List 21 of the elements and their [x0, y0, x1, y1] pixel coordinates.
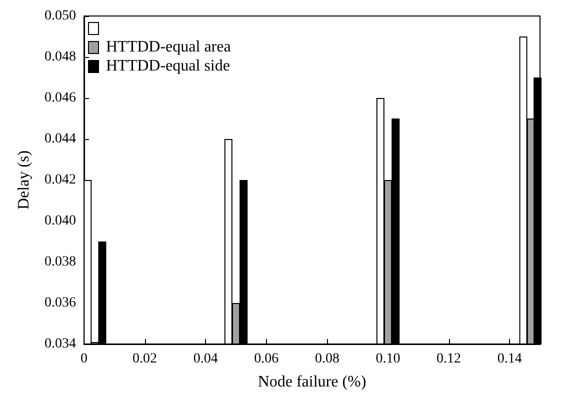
y-tick-label: 0.044 [44, 132, 76, 146]
y-axis-title: Delay (s) [16, 150, 32, 210]
y-tick-label: 0.050 [44, 8, 76, 24]
y-tick-label: 0.036 [44, 296, 76, 310]
y-tick-label: 0.038 [44, 254, 76, 270]
x-tick-label: 0.14 [497, 352, 522, 366]
legend-label: HTTDD-equal side [106, 58, 230, 74]
x-tick-label: 0 [80, 352, 88, 366]
legend-label: HTTDD-equal area [106, 38, 231, 56]
y-tick-label: 0.040 [44, 214, 76, 228]
y-tick-label: 0.042 [44, 172, 76, 188]
x-tick-label: 0.10 [376, 352, 400, 366]
x-tick-label: 0.02 [132, 352, 158, 366]
y-tick-label: 0.048 [44, 50, 76, 64]
y-tick-label: 0.046 [44, 90, 76, 106]
x-tick-label: 0.04 [193, 352, 218, 366]
x-tick-label: 0.12 [436, 352, 462, 366]
x-tick-label: 0.08 [314, 352, 340, 366]
x-axis-title: Node failure (%) [258, 374, 366, 390]
x-tick-label: 0.06 [254, 352, 279, 366]
y-tick-label: 0.034 [44, 336, 76, 352]
